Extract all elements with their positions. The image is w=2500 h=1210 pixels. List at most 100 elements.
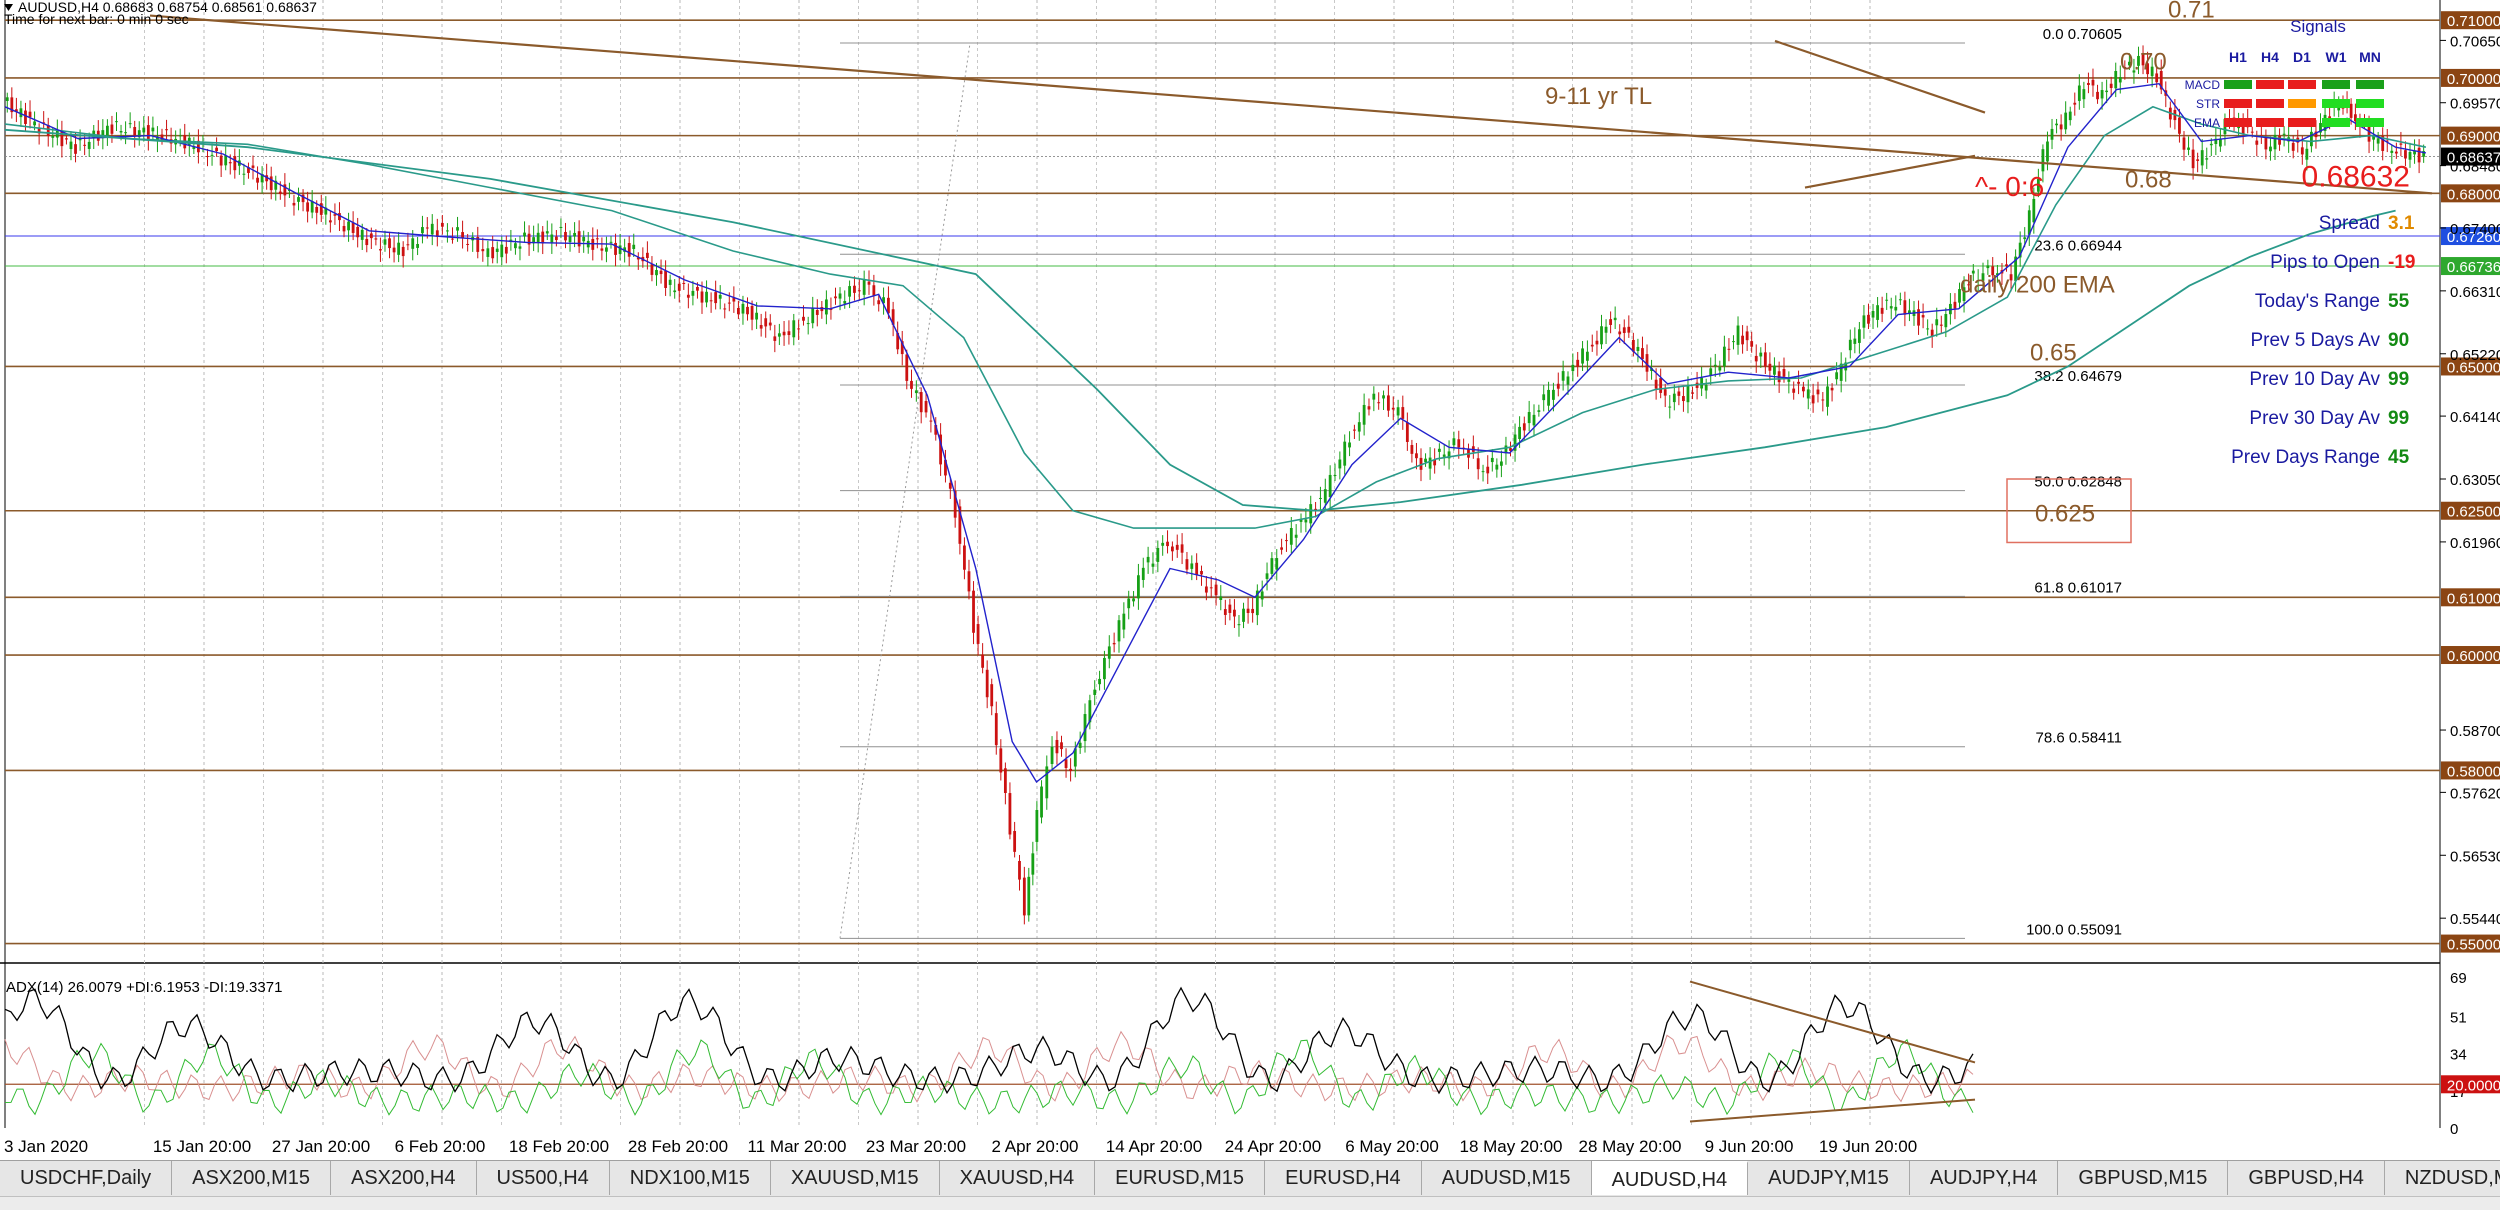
candle-body	[691, 290, 695, 296]
tab-audjpy-h4[interactable]: AUDJPY,H4	[1910, 1161, 2059, 1195]
candle-body	[1386, 395, 1390, 411]
candle-body	[1986, 265, 1990, 269]
candle-body	[504, 246, 508, 254]
candle-body	[2319, 122, 2322, 133]
candle-body	[948, 482, 952, 489]
signals-row-label: STR	[2196, 97, 2220, 111]
candle-body	[1200, 570, 1203, 575]
tab-asx200-m15[interactable]: ASX200,M15	[172, 1161, 331, 1195]
tab-gbpusd-m15[interactable]: GBPUSD,M15	[2058, 1161, 2229, 1195]
time-axis-label: 19 Jun 20:00	[1819, 1137, 1917, 1156]
candle-body	[2328, 116, 2332, 120]
candle-body	[1242, 608, 1245, 622]
candle-body	[1576, 359, 1580, 367]
candle-body	[1971, 270, 1975, 274]
tab-ndx100-m15[interactable]: NDX100,M15	[610, 1161, 771, 1195]
candle-body	[985, 669, 989, 698]
candle-body	[867, 281, 871, 285]
candle-body	[274, 180, 278, 190]
candle-body	[1645, 354, 1649, 372]
candle-body	[178, 135, 182, 137]
candle-body	[1830, 387, 1834, 391]
candle-body	[1018, 860, 1021, 880]
candle-body	[659, 270, 663, 275]
candle-body	[1098, 678, 1101, 685]
tab-eurusd-m15[interactable]: EURUSD,M15	[1095, 1161, 1266, 1195]
price-tick-label: 0.70650	[2450, 33, 2500, 50]
candle-body	[310, 201, 314, 213]
candle-body	[24, 110, 27, 124]
candle-body	[759, 325, 763, 329]
candle-body	[1547, 389, 1550, 406]
candle-body	[2137, 55, 2140, 66]
candle-body	[51, 136, 55, 138]
candle-body	[374, 238, 378, 240]
candle-body	[1107, 646, 1111, 659]
candle-body	[356, 226, 360, 238]
candle-body	[554, 236, 558, 241]
candle-body	[1146, 556, 1150, 563]
info-label: Pips to Open	[2270, 252, 2380, 273]
candle-body	[1377, 402, 1381, 404]
price-tick-label: 0.68480	[2450, 159, 2500, 176]
price-tick-label: 0.63050	[2450, 472, 2500, 489]
candle-body	[247, 167, 250, 173]
level-price-label: 0.58000	[2447, 763, 2500, 780]
candle-body	[342, 226, 346, 232]
tab-gbpusd-h4[interactable]: GBPUSD,H4	[2228, 1161, 2385, 1195]
candle-body	[1953, 301, 1957, 309]
tab-audjpy-m15[interactable]: AUDJPY,M15	[1748, 1161, 1910, 1195]
candle-body	[2050, 128, 2054, 140]
candle-body	[1857, 329, 1861, 343]
candle-body	[1495, 464, 1499, 470]
time-axis-label: 18 May 20:00	[1459, 1137, 1562, 1156]
collapse-triangle-icon[interactable]	[4, 4, 13, 11]
candle-body	[2036, 178, 2040, 192]
tab-eurusd-h4[interactable]: EURUSD,H4	[1265, 1161, 1422, 1195]
tab-asx200-h4[interactable]: ASX200,H4	[331, 1161, 477, 1195]
signal-cell	[2224, 80, 2252, 89]
candle-body	[269, 176, 273, 191]
candle-body	[495, 248, 499, 252]
candle-body	[83, 144, 87, 146]
level-price-box	[2441, 126, 2500, 145]
signal-cell	[2256, 99, 2284, 108]
tab-audusd-m15[interactable]: AUDUSD,M15	[1422, 1161, 1592, 1195]
candle-body	[2408, 152, 2412, 160]
level-price-box	[2441, 934, 2500, 953]
candle-body	[2118, 77, 2122, 83]
level-price-label: 0.61000	[2447, 590, 2500, 607]
candle-body	[416, 243, 419, 248]
candle-body	[1889, 306, 1893, 309]
candle-body	[514, 243, 517, 249]
candle-body	[481, 249, 485, 252]
tab-audusd-h4[interactable]: AUDUSD,H4	[1591, 1161, 1749, 1195]
candle-body	[28, 111, 32, 118]
candle-body	[2032, 198, 2036, 223]
tab-xauusd-h4[interactable]: XAUUSD,H4	[940, 1161, 1096, 1195]
candle-body	[541, 231, 545, 244]
tab-usdchf-daily[interactable]: USDCHF,Daily	[0, 1161, 173, 1195]
candle-body	[1976, 280, 1980, 282]
tab-us500-h4[interactable]: US500,H4	[477, 1161, 610, 1195]
candle-body	[1590, 344, 1594, 347]
candle-body	[1773, 365, 1776, 375]
candle-body	[1527, 412, 1531, 424]
candle-body	[1209, 587, 1213, 589]
candle-body	[151, 127, 155, 132]
candle-body	[872, 285, 876, 296]
candle-body	[119, 131, 123, 133]
candle-body	[2310, 131, 2313, 147]
candle-body	[1613, 317, 1617, 321]
candle-body	[1944, 314, 1948, 328]
candle-body	[1060, 742, 1063, 750]
candle-body	[2422, 151, 2426, 157]
candle-body	[2367, 124, 2371, 142]
candle-body	[251, 165, 255, 168]
tab-nzdusd-m15[interactable]: NZDUSD,M15	[2385, 1161, 2500, 1195]
signals-column: H4	[2261, 49, 2279, 65]
candle-body	[1476, 458, 1480, 470]
tab-xauusd-m15[interactable]: XAUUSD,M15	[771, 1161, 940, 1195]
candle-body	[1294, 534, 1298, 538]
